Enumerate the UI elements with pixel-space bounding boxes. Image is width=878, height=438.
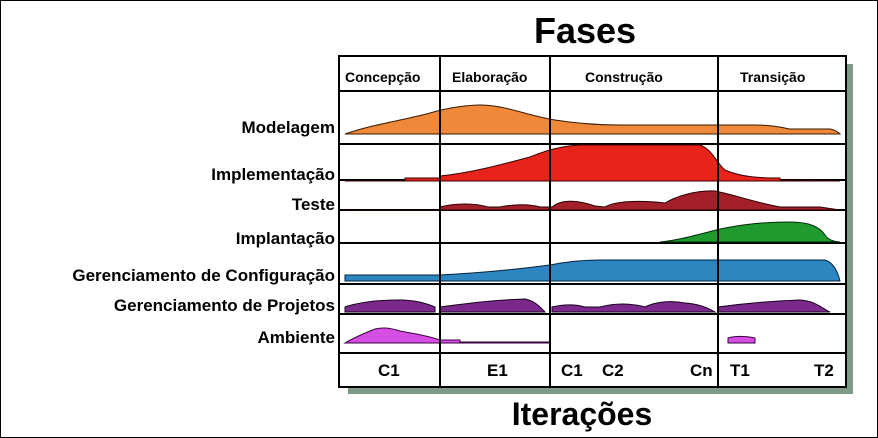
grid-lines <box>340 90 845 354</box>
label-implantacao: Implantação <box>235 229 335 248</box>
rup-chart-svg <box>340 57 845 386</box>
label-ger-projetos: Gerenciamento de Projetos <box>113 296 335 315</box>
phase-elaboracao: Elaboração <box>452 69 528 85</box>
label-implementacao: Implementação <box>211 165 335 184</box>
iteration-c2: C2 <box>602 361 624 380</box>
iteration-c1-construcao: C1 <box>561 361 583 380</box>
label-modelagem: Modelagem <box>241 118 335 137</box>
ger-configuracao-curve <box>344 259 841 282</box>
modelagem-curve <box>344 104 842 135</box>
iteration-e1: E1 <box>487 361 508 380</box>
ger-projetos-curve <box>344 298 831 313</box>
iteration-cn: Cn <box>690 361 713 380</box>
discipline-curves <box>343 104 842 344</box>
implementacao-curve <box>345 144 841 182</box>
chart-title: Fases <box>533 10 637 51</box>
phase-boundaries <box>439 57 719 386</box>
phase-concepcao: Concepção <box>345 69 421 85</box>
teste-curve <box>345 190 841 211</box>
implantacao-curve <box>659 221 841 243</box>
label-teste: Teste <box>291 195 335 214</box>
iteration-t2: T2 <box>814 361 834 380</box>
rup-chart: Concepção Elaboração Construção Transiçã… <box>338 55 847 388</box>
label-ger-configuracao: Gerenciamento de Configuração <box>72 266 335 285</box>
phase-transicao: Transição <box>740 69 806 85</box>
phase-construcao: Construção <box>585 69 663 85</box>
label-ambiente: Ambiente <box>257 328 335 347</box>
iteration-c1-concepcao: C1 <box>378 361 400 380</box>
iteration-t1: T1 <box>730 361 750 380</box>
chart-subtitle: Iterações <box>511 396 653 432</box>
